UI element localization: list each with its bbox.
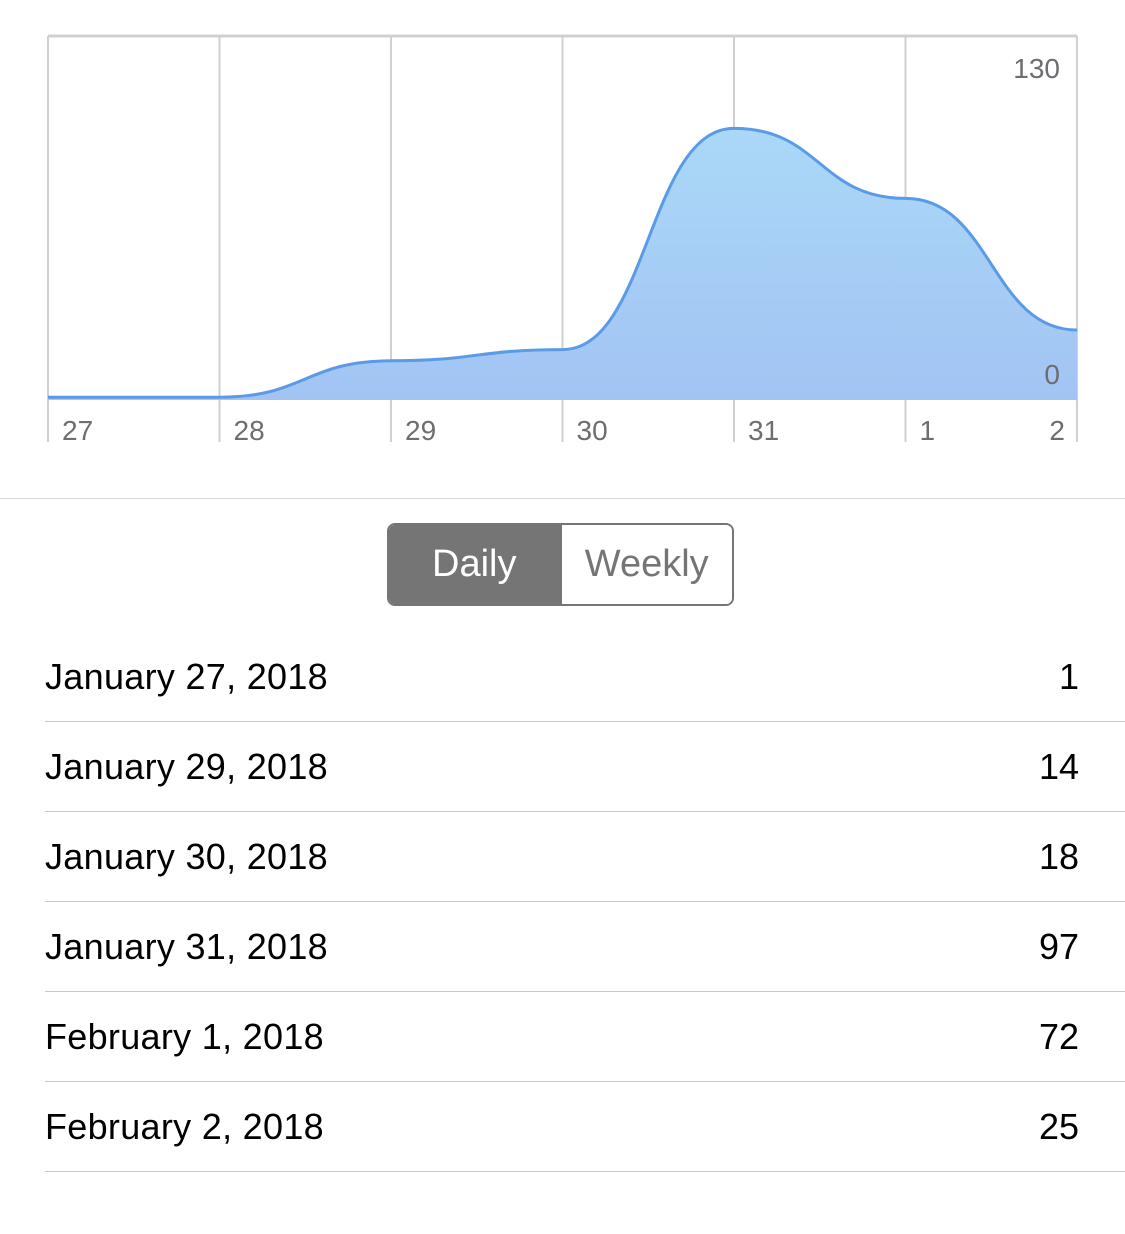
- list-item[interactable]: February 1, 2018 72: [45, 992, 1125, 1082]
- daily-count-chart: 27 28 29 30 31 1 2 130 0: [47, 34, 1078, 446]
- list-item-count: 14: [1038, 745, 1079, 787]
- period-segmented-control[interactable]: Daily Weekly: [387, 523, 734, 606]
- segment-weekly[interactable]: Weekly: [559, 525, 732, 604]
- chart-x-tick-label: 1: [920, 415, 936, 446]
- list-item[interactable]: January 30, 2018 18: [45, 812, 1125, 902]
- chart-y-min-label: 0: [1044, 359, 1060, 390]
- list-item-count: 72: [1038, 1015, 1079, 1057]
- chart-x-tick-label: 2: [1049, 415, 1065, 446]
- chart-series-line: [48, 126, 1078, 399]
- list-item[interactable]: January 27, 2018 1: [45, 632, 1125, 722]
- section-divider: [0, 498, 1125, 499]
- list-item-count: 1: [1058, 655, 1079, 697]
- list-item-count: 18: [1038, 835, 1079, 877]
- list-item-date: January 30, 2018: [45, 835, 329, 877]
- list-item-date: January 29, 2018: [45, 745, 329, 787]
- chart-area-fill: [48, 128, 1077, 400]
- list-item-date: February 1, 2018: [45, 1015, 324, 1057]
- chart-x-tick-label: 30: [577, 415, 608, 446]
- list-item[interactable]: January 29, 2018 14: [45, 722, 1125, 812]
- chart-x-tick-label: 29: [405, 415, 436, 446]
- chart-x-axis: 27 28 29 30 31 1 2: [62, 415, 1065, 446]
- list-item-date: February 2, 2018: [45, 1105, 324, 1147]
- list-item-count: 97: [1038, 925, 1079, 967]
- list-item-count: 25: [1038, 1105, 1079, 1147]
- list-item[interactable]: January 31, 2018 97: [45, 902, 1125, 992]
- chart-x-tick-label: 27: [62, 415, 93, 446]
- chart-x-tick-label: 31: [748, 415, 779, 446]
- list-item-date: January 31, 2018: [45, 925, 329, 967]
- daily-count-list: January 27, 2018 1 January 29, 2018 14 J…: [45, 632, 1125, 1172]
- chart-x-tick-label: 28: [234, 415, 265, 446]
- list-item[interactable]: February 2, 2018 25: [45, 1082, 1125, 1172]
- list-item-date: January 27, 2018: [45, 655, 329, 697]
- segment-daily[interactable]: Daily: [389, 525, 560, 604]
- chart-y-max-label: 130: [1013, 53, 1060, 84]
